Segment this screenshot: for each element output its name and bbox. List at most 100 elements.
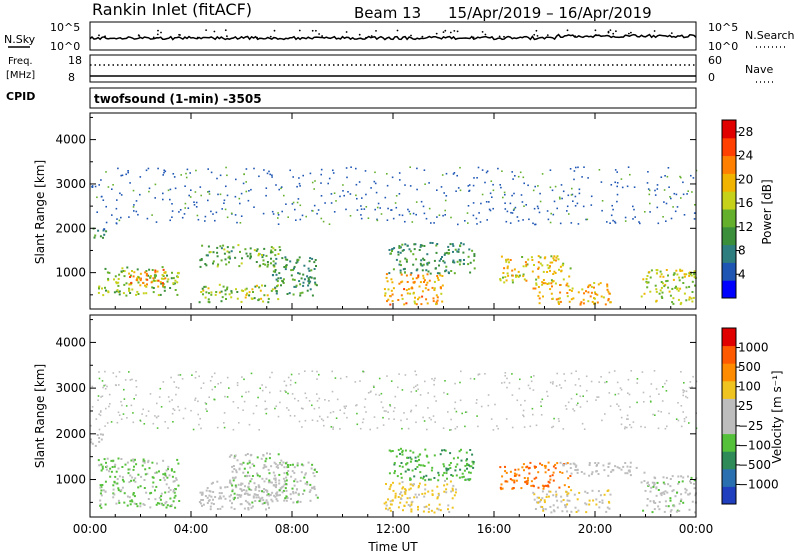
data-cell [101, 287, 103, 290]
data-cell [645, 278, 648, 280]
data-cell [271, 176, 273, 178]
data-cell [161, 503, 164, 506]
data-cell [393, 247, 396, 250]
data-cell [570, 489, 573, 492]
data-cell [442, 463, 445, 466]
nsearch-points [98, 29, 673, 39]
data-cell [447, 271, 450, 274]
nsky-label: N.Sky [4, 33, 36, 46]
data-cell [98, 285, 101, 288]
data-cell [520, 194, 523, 196]
nsearch-point [670, 32, 673, 34]
data-cell [260, 297, 263, 300]
data-cell [296, 185, 298, 188]
data-cell [500, 483, 503, 486]
freq-unit-label: [MHz] [6, 70, 35, 81]
data-cell [464, 411, 467, 413]
data-cell [250, 489, 253, 491]
data-cell [517, 220, 520, 222]
data-cell [522, 265, 525, 268]
data-cell [537, 266, 540, 269]
data-cell [620, 178, 623, 180]
data-cell [640, 481, 643, 484]
data-cell [175, 478, 178, 481]
data-cell [290, 373, 293, 376]
data-cell [567, 492, 570, 495]
data-cell [159, 498, 162, 501]
data-cell [591, 489, 594, 492]
freq-panel: Freq. [MHz] 18 8 60 0 Nave [6, 54, 776, 84]
data-cell [686, 396, 689, 399]
nsearch-point [612, 32, 615, 35]
data-cell [654, 477, 657, 480]
nsearch-point [607, 30, 610, 33]
data-cell [656, 481, 659, 484]
data-cell [200, 258, 203, 261]
data-cell [436, 272, 439, 275]
data-cell [601, 419, 603, 422]
data-cell [145, 292, 148, 295]
data-cell [681, 276, 684, 279]
data-cell [457, 223, 459, 226]
data-cell [373, 386, 375, 388]
data-cell [581, 176, 583, 178]
data-cell [252, 412, 255, 415]
data-cell [309, 483, 312, 486]
data-cell [162, 192, 164, 195]
data-cell [287, 466, 290, 468]
data-cell [121, 174, 124, 177]
data-cell [104, 480, 107, 483]
data-cell [292, 501, 295, 504]
data-cell [415, 269, 418, 272]
data-cell [443, 465, 446, 468]
data-cell [398, 214, 401, 216]
data-cell [309, 280, 312, 283]
data-cell [502, 272, 505, 274]
data-cell [169, 497, 172, 500]
data-cell [232, 497, 235, 500]
data-cell [257, 396, 259, 399]
data-cell [370, 390, 372, 393]
data-cell [133, 204, 135, 206]
data-cell [401, 451, 404, 454]
data-cell [316, 496, 319, 499]
data-cell [202, 293, 204, 296]
data-cell [397, 506, 400, 509]
data-cell [451, 474, 454, 477]
data-cell [572, 297, 575, 300]
data-cell [313, 468, 316, 471]
data-cell [688, 296, 691, 299]
data-cell [555, 493, 558, 496]
data-cell [420, 200, 423, 203]
data-cell [415, 303, 418, 306]
data-cell [564, 506, 567, 509]
data-cell [211, 375, 213, 378]
data-cell [549, 169, 552, 171]
data-cell [228, 261, 230, 264]
data-cell [261, 284, 263, 287]
data-cell [249, 466, 252, 469]
data-cell [231, 476, 234, 479]
data-cell [427, 490, 430, 493]
data-cell [693, 273, 696, 276]
data-cell [216, 255, 219, 258]
data-cell [328, 223, 331, 225]
data-cell [534, 287, 537, 290]
data-cell [573, 410, 576, 412]
data-cell [664, 427, 667, 430]
data-cell [439, 274, 442, 277]
data-cell [247, 485, 250, 488]
data-cell [285, 489, 288, 492]
colorbar-segment [722, 137, 736, 157]
data-cell [298, 272, 301, 275]
data-cell [559, 198, 561, 200]
data-cell [558, 486, 561, 489]
data-cell [522, 219, 524, 221]
data-cell [217, 193, 219, 196]
data-cell [552, 257, 555, 260]
data-cell [390, 278, 393, 281]
data-cell [135, 200, 138, 202]
data-cell [332, 172, 335, 174]
data-cell [184, 202, 187, 205]
data-cell [121, 478, 124, 481]
